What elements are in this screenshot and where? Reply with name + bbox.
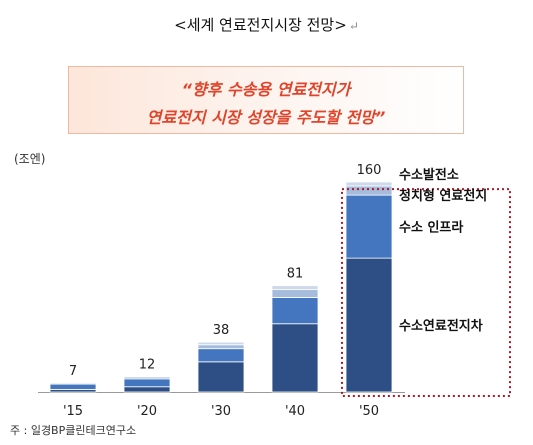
title-text: <세계 연료전지시장 전망> bbox=[174, 16, 347, 34]
legend-label-s0: 수소연료전지차 bbox=[399, 318, 483, 334]
quote-box: “향후 수송용 연료전지가 연료전지 시장 성장을 주도할 전망” bbox=[68, 66, 464, 134]
bar-segment-50-s1 bbox=[345, 194, 393, 259]
total-label-30: 38 bbox=[213, 323, 230, 338]
bar-segment-40-s2 bbox=[271, 289, 319, 298]
x-tick-40: '40 bbox=[285, 404, 305, 419]
legend-label-s1: 수소 인프라 bbox=[399, 220, 463, 236]
document-title: <세계 연료전지시장 전망> ↵ bbox=[0, 14, 533, 35]
bar-segment-40-s0 bbox=[271, 323, 319, 393]
total-label-50: 160 bbox=[357, 163, 382, 178]
bar-segment-30-s2 bbox=[197, 344, 245, 350]
x-tick-20: '20 bbox=[137, 404, 157, 419]
quote-line-1: “향후 수송용 연료전지가 bbox=[181, 80, 351, 99]
bar-segment-50-s2 bbox=[345, 185, 393, 196]
legend-label-s2: 정치형 연료전지 bbox=[399, 188, 487, 204]
bar-segment-20-s1 bbox=[123, 378, 171, 388]
bar-segment-40-s1 bbox=[271, 297, 319, 325]
x-tick-30: '30 bbox=[211, 404, 231, 419]
highlight-box bbox=[341, 188, 511, 397]
bar-segment-30-s0 bbox=[197, 361, 245, 393]
legend-label-s3: 수소발전소 bbox=[399, 167, 459, 183]
bar-segment-50-s0 bbox=[345, 257, 393, 393]
x-tick-15: '15 bbox=[63, 404, 83, 419]
total-label-15: 7 bbox=[69, 364, 77, 379]
total-label-40: 81 bbox=[287, 267, 304, 282]
quote-line-2: 연료전지 시장 성장을 주도할 전망” bbox=[146, 108, 386, 127]
bar-segment-30-s1 bbox=[197, 348, 245, 363]
bar-segment-50-s3 bbox=[345, 181, 393, 187]
bar-segment-15-s1 bbox=[49, 383, 97, 390]
return-mark: ↵ bbox=[348, 19, 359, 33]
total-label-20: 12 bbox=[139, 357, 156, 372]
source-note: 주 : 일경BP클린테크연구소 bbox=[10, 424, 137, 437]
unit-label: (조엔) bbox=[14, 152, 46, 166]
bar-segment-20-s3 bbox=[123, 375, 171, 378]
bar-segment-20-s0 bbox=[123, 386, 171, 393]
x-tick-50: '50 bbox=[359, 404, 379, 419]
bar-segment-40-s3 bbox=[271, 285, 319, 291]
bar-segment-30-s3 bbox=[197, 341, 245, 346]
